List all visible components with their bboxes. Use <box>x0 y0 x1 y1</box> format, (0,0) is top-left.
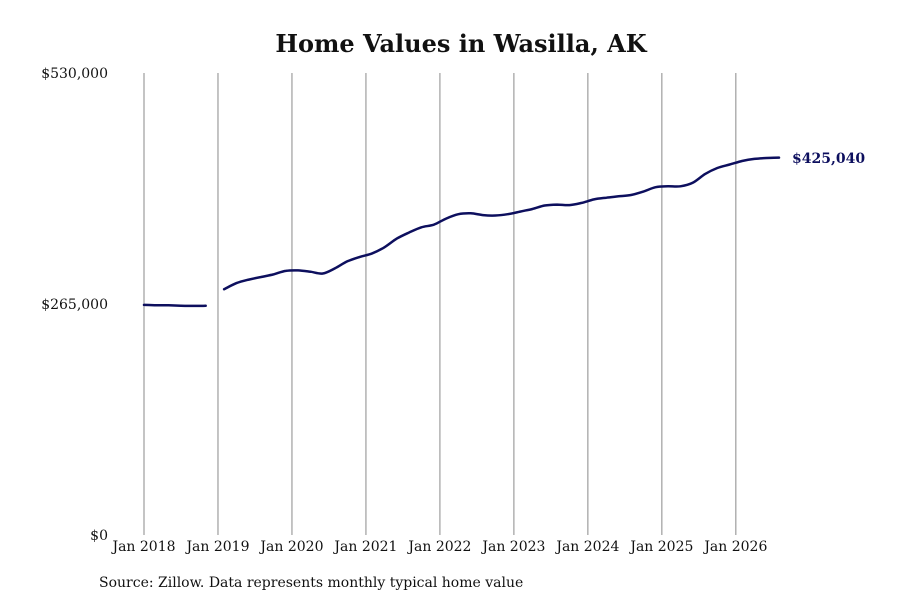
end-value-label: $425,040 <box>792 151 865 167</box>
source-note: Source: Zillow. Data represents monthly … <box>99 575 523 591</box>
x-tick-label: Jan 2024 <box>554 539 619 555</box>
x-tick-label: Jan 2025 <box>628 539 693 555</box>
x-tick-label: Jan 2026 <box>702 539 767 555</box>
x-tick-label: Jan 2021 <box>332 539 397 555</box>
x-tick-label: Jan 2023 <box>480 539 545 555</box>
chart-title: Home Values in Wasilla, AK <box>275 29 647 58</box>
y-tick-label: $0 <box>90 528 108 544</box>
y-tick-label: $530,000 <box>41 66 108 82</box>
gridlines <box>143 73 737 535</box>
x-axis-ticks: Jan 2018 Jan 2019 Jan 2020 Jan 2021 Jan 2022… <box>110 539 767 555</box>
x-tick-label: Jan 2019 <box>184 539 249 555</box>
y-tick-label: $265,000 <box>41 297 108 313</box>
x-tick-label: Jan 2018 <box>110 539 175 555</box>
x-tick-label: Jan 2022 <box>406 539 471 555</box>
series-lines <box>142 156 781 308</box>
series-line-segment-1 <box>142 303 207 308</box>
y-axis-ticks: $0 $265,000 $530,000 <box>41 66 108 544</box>
series-line-segment-2 <box>222 156 781 291</box>
x-tick-label: Jan 2020 <box>258 539 323 555</box>
